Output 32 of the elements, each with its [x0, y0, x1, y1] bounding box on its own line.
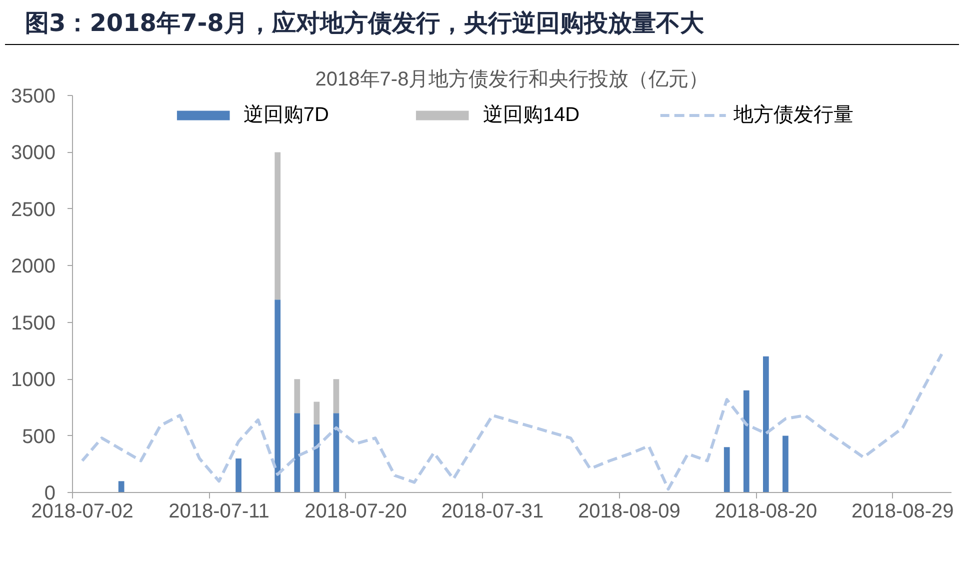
bar	[118, 481, 124, 492]
chart-subtitle: 2018年7-8月地方债发行和央行投放（亿元）	[315, 68, 709, 90]
x-tick-label: 2018-08-09	[578, 500, 680, 522]
y-tick-label: 2000	[11, 256, 56, 278]
y-tick-label: 3000	[11, 142, 56, 164]
y-tick-label: 2500	[11, 198, 56, 221]
x-tick-label: 2018-07-11	[168, 500, 270, 522]
bar	[782, 436, 788, 492]
bar	[236, 458, 242, 492]
x-tick-label: 2018-07-31	[441, 500, 544, 522]
chart-title: 图3：2018年7-8月，应对地方债发行，央行逆回购投放量不大	[25, 8, 704, 39]
legend-label: 逆回购14D	[482, 103, 580, 128]
bar	[333, 379, 340, 414]
bar	[274, 300, 281, 492]
bar	[294, 379, 300, 414]
x-tick-label: 2018-08-20	[714, 500, 818, 522]
y-tick-label: 3500	[11, 86, 56, 108]
y-tick-label: 1500	[11, 312, 56, 334]
bar	[274, 152, 281, 300]
bar	[743, 390, 750, 492]
legend-label: 逆回购7D	[243, 103, 329, 128]
y-tick-label: 500	[22, 426, 56, 448]
bar	[724, 447, 730, 492]
x-tick-label: 2018-07-20	[304, 500, 407, 522]
bar	[314, 424, 320, 492]
legend-label: 地方债发行量	[734, 103, 854, 128]
x-tick-label: 2018-08-29	[852, 500, 954, 522]
line-series	[80, 352, 944, 491]
y-tick-label: 1000	[11, 369, 56, 392]
bar	[314, 402, 320, 424]
bar	[763, 356, 769, 492]
bar	[294, 413, 300, 492]
